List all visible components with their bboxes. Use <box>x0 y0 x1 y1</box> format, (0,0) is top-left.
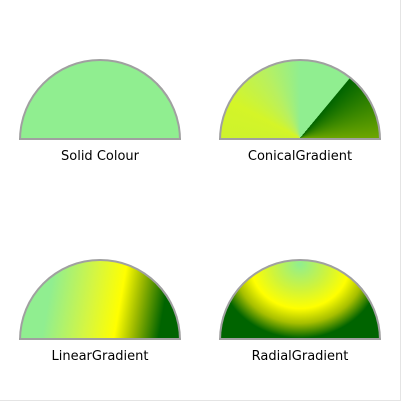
radial-gradient-label: RadialGradient <box>251 349 349 364</box>
linear-gradient-label: LinearGradient <box>51 349 149 364</box>
solid-colour-label: Solid Colour <box>61 149 139 164</box>
conical-gradient-label: ConicalGradient <box>247 149 353 164</box>
